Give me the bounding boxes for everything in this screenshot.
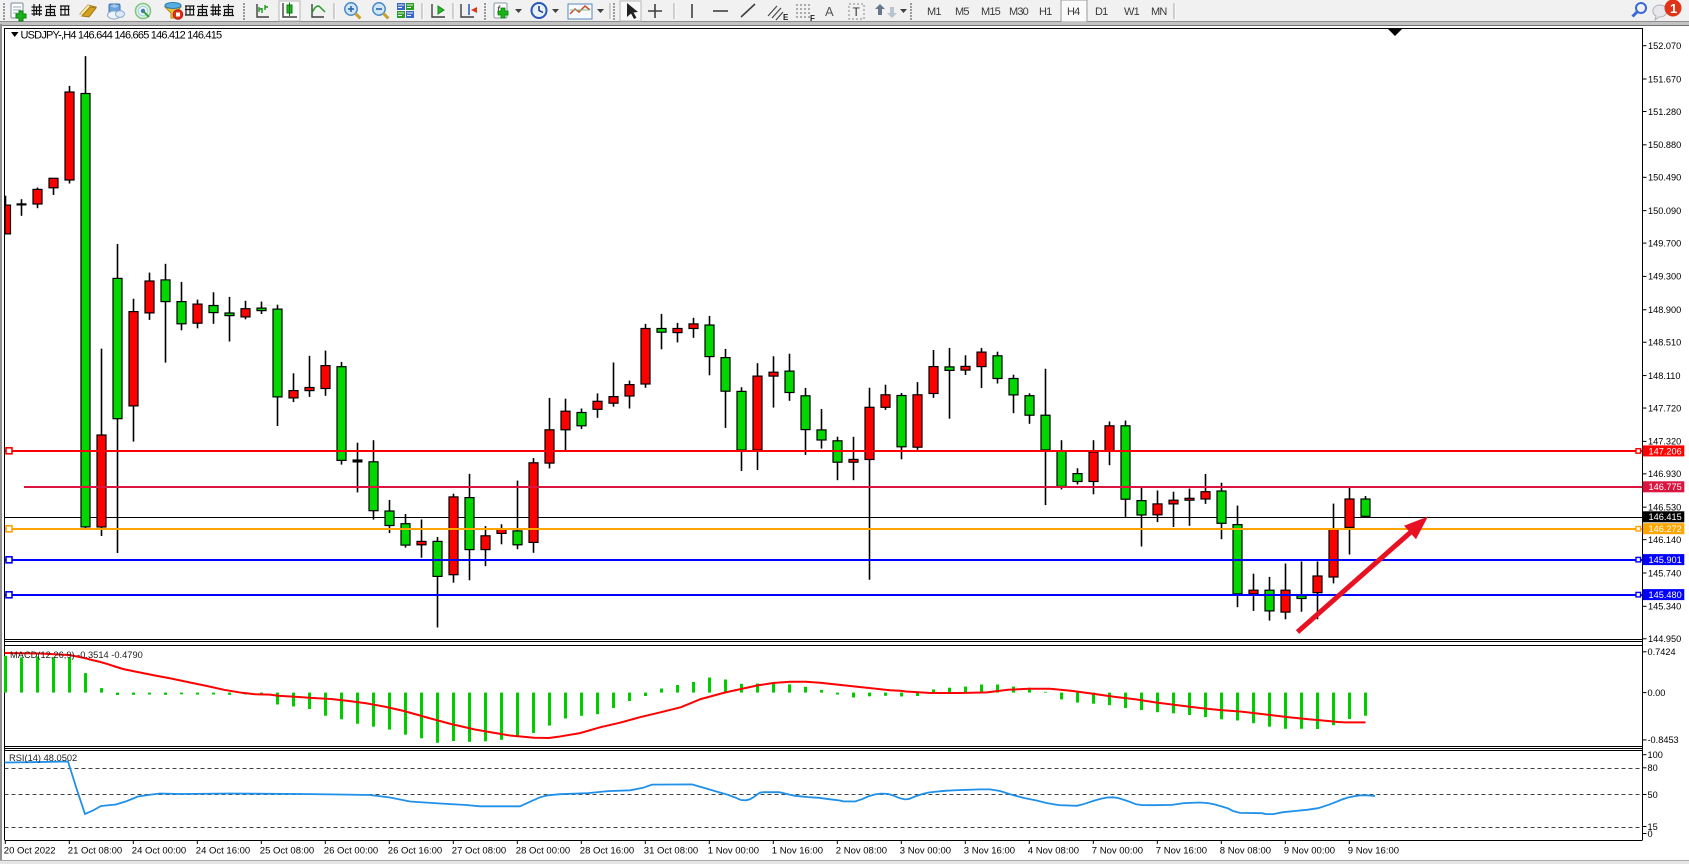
svg-text:20 Oct 2022: 20 Oct 2022 bbox=[4, 846, 56, 857]
svg-text:150.880: 150.880 bbox=[1648, 140, 1681, 150]
svg-text:7 Nov 00:00: 7 Nov 00:00 bbox=[1092, 846, 1143, 857]
svg-text:H1: H1 bbox=[1039, 6, 1052, 18]
svg-text:147.320: 147.320 bbox=[1648, 437, 1681, 447]
svg-text:H4: H4 bbox=[1067, 6, 1080, 18]
svg-text:146.775: 146.775 bbox=[1649, 482, 1682, 492]
svg-text:24 Oct 16:00: 24 Oct 16:00 bbox=[196, 846, 250, 857]
svg-text:146.415: 146.415 bbox=[1649, 512, 1682, 522]
svg-text:146.530: 146.530 bbox=[1648, 502, 1681, 512]
svg-text:7 Nov 16:00: 7 Nov 16:00 bbox=[1156, 846, 1207, 857]
svg-text:1 Nov 16:00: 1 Nov 16:00 bbox=[772, 846, 823, 857]
svg-text:W1: W1 bbox=[1124, 6, 1140, 18]
svg-text:31 Oct 08:00: 31 Oct 08:00 bbox=[644, 846, 698, 857]
svg-text:9 Nov 16:00: 9 Nov 16:00 bbox=[1348, 846, 1399, 857]
svg-text:80: 80 bbox=[1648, 763, 1658, 773]
svg-text:MACD(12,26,9) -0.3514 -0.4790: MACD(12,26,9) -0.3514 -0.4790 bbox=[10, 650, 143, 660]
svg-text:1: 1 bbox=[1670, 1, 1677, 16]
svg-text:M1: M1 bbox=[927, 6, 941, 18]
svg-text:D1: D1 bbox=[1095, 6, 1108, 18]
svg-text:9 Nov 00:00: 9 Nov 00:00 bbox=[1284, 846, 1335, 857]
svg-text:147.206: 147.206 bbox=[1649, 446, 1682, 456]
svg-text:21 Oct 08:00: 21 Oct 08:00 bbox=[68, 846, 122, 857]
svg-text:0.00: 0.00 bbox=[1648, 688, 1666, 698]
svg-text:146.930: 146.930 bbox=[1648, 469, 1681, 479]
svg-text:151.670: 151.670 bbox=[1648, 74, 1681, 84]
svg-text:26 Oct 00:00: 26 Oct 00:00 bbox=[324, 846, 378, 857]
svg-text:144.950: 144.950 bbox=[1648, 634, 1681, 644]
svg-text:148.510: 148.510 bbox=[1648, 338, 1681, 348]
svg-text:RSI(14) 48.0502: RSI(14) 48.0502 bbox=[9, 753, 77, 763]
svg-text:145.740: 145.740 bbox=[1648, 568, 1681, 578]
svg-text:149.300: 149.300 bbox=[1648, 272, 1681, 282]
svg-text:145.480: 145.480 bbox=[1649, 590, 1682, 600]
svg-text:50: 50 bbox=[1648, 790, 1658, 800]
svg-text:146.272: 146.272 bbox=[1649, 524, 1682, 534]
svg-text:147.720: 147.720 bbox=[1648, 403, 1681, 413]
svg-text:2 Nov 08:00: 2 Nov 08:00 bbox=[836, 846, 887, 857]
svg-text:27 Oct 08:00: 27 Oct 08:00 bbox=[452, 846, 506, 857]
svg-text:149.700: 149.700 bbox=[1648, 238, 1681, 248]
svg-text:148.110: 148.110 bbox=[1648, 371, 1681, 381]
svg-text:25 Oct 08:00: 25 Oct 08:00 bbox=[260, 846, 314, 857]
svg-text:28 Oct 00:00: 28 Oct 00:00 bbox=[516, 846, 570, 857]
svg-text:T: T bbox=[853, 5, 861, 19]
svg-text:-0.8453: -0.8453 bbox=[1648, 735, 1679, 745]
svg-text:4 Nov 08:00: 4 Nov 08:00 bbox=[1028, 846, 1079, 857]
svg-text:F: F bbox=[810, 14, 815, 22]
svg-text:100: 100 bbox=[1648, 750, 1663, 760]
svg-text:150.490: 150.490 bbox=[1648, 173, 1681, 183]
svg-text:M5: M5 bbox=[955, 6, 969, 18]
svg-text:E: E bbox=[783, 13, 789, 22]
svg-text:0.7424: 0.7424 bbox=[1648, 647, 1676, 657]
svg-text:145.340: 145.340 bbox=[1648, 602, 1681, 612]
svg-text:3 Nov 16:00: 3 Nov 16:00 bbox=[964, 846, 1015, 857]
svg-text:MN: MN bbox=[1151, 6, 1167, 18]
svg-text:145.901: 145.901 bbox=[1649, 555, 1682, 565]
svg-text:1 Nov 00:00: 1 Nov 00:00 bbox=[708, 846, 759, 857]
svg-text:151.280: 151.280 bbox=[1648, 107, 1681, 117]
svg-text:28 Oct 16:00: 28 Oct 16:00 bbox=[580, 846, 634, 857]
svg-text:148.900: 148.900 bbox=[1648, 305, 1681, 315]
svg-text:USDJPY-,H4 146.644 146.665 14: USDJPY-,H4 146.644 146.665 146.412 146.4… bbox=[21, 30, 223, 42]
svg-text:152.070: 152.070 bbox=[1648, 41, 1681, 51]
svg-text:15: 15 bbox=[1648, 822, 1658, 832]
svg-text:0: 0 bbox=[1648, 829, 1653, 839]
svg-text:f: f bbox=[497, 5, 501, 16]
svg-text:24 Oct 00:00: 24 Oct 00:00 bbox=[132, 846, 186, 857]
svg-text:M30: M30 bbox=[1009, 6, 1029, 18]
svg-text:3 Nov 00:00: 3 Nov 00:00 bbox=[900, 846, 951, 857]
svg-text:146.140: 146.140 bbox=[1648, 535, 1681, 545]
svg-text:26 Oct 16:00: 26 Oct 16:00 bbox=[388, 846, 442, 857]
svg-text:M15: M15 bbox=[981, 6, 1001, 18]
svg-text:8 Nov 08:00: 8 Nov 08:00 bbox=[1220, 846, 1271, 857]
svg-text:150.090: 150.090 bbox=[1648, 206, 1681, 216]
svg-text:A: A bbox=[825, 4, 834, 19]
